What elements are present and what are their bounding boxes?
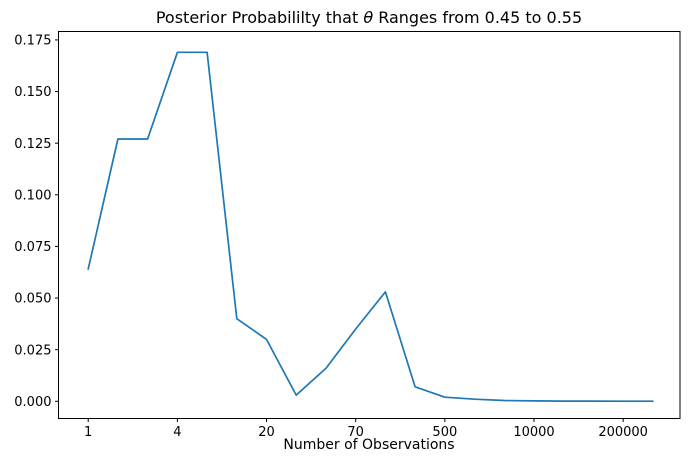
x-tick-label: 20: [258, 425, 275, 440]
y-tick-label: 0.100: [14, 188, 51, 203]
x-tick-label: 200000: [598, 425, 648, 440]
plot-border: [58, 31, 681, 419]
y-tick-label: 0.025: [14, 343, 51, 358]
x-tick-label: 70: [347, 425, 364, 440]
x-tick-label: 10000: [513, 425, 554, 440]
title-text-after: Ranges from 0.45 to 0.55: [373, 8, 583, 27]
y-tick-label: 0.000: [14, 395, 51, 410]
x-axis-label: Number of Observations: [283, 437, 455, 453]
y-tick-label: 0.050: [14, 292, 51, 307]
x-tick-label: 4: [173, 425, 181, 440]
chart-title: Posterior Probabililty that θ Ranges fro…: [58, 8, 680, 27]
x-tick-label: 1: [84, 425, 92, 440]
theta-symbol: θ: [363, 8, 374, 27]
x-tick-label: 500: [432, 425, 457, 440]
title-text-before: Posterior Probabililty that: [155, 8, 364, 27]
y-tick-label: 0.175: [14, 34, 51, 49]
y-tick-label: 0.125: [14, 137, 51, 152]
data-line: [87, 51, 654, 403]
y-axis: 0.000 0.025 0.050 0.075 0.100 0.125 0.150 0.175: [14, 34, 59, 410]
y-tick-label: 0.075: [14, 240, 51, 255]
y-tick-label: 0.150: [14, 85, 51, 100]
x-axis: 1 4 20 70 500 10000 200000: [84, 418, 648, 440]
